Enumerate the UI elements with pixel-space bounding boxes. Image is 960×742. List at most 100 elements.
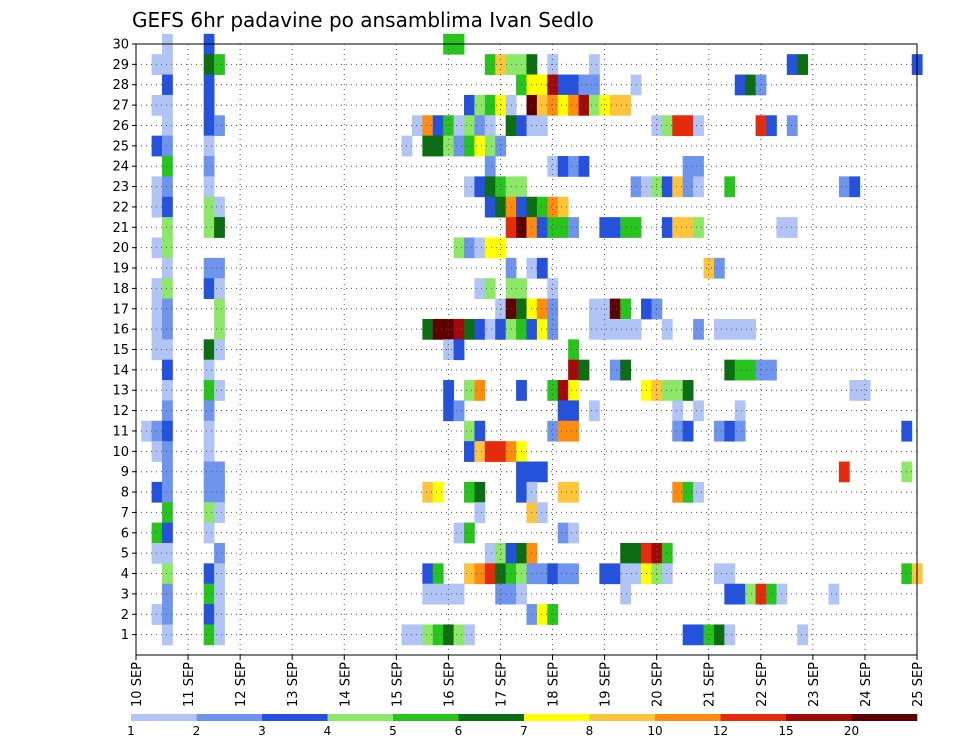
colorbar-swatch (720, 714, 787, 721)
x-tick-label: 21 SEP (703, 662, 718, 707)
heatmap-cell (203, 481, 215, 503)
heatmap-cell (849, 380, 861, 401)
heatmap-cell (162, 624, 173, 646)
heatmap-cell (536, 217, 548, 238)
heatmap-cell (474, 115, 486, 137)
heatmap-cell (214, 115, 225, 137)
heatmap-cell (682, 380, 694, 401)
heatmap-cell (661, 563, 673, 585)
y-tick-label: 16 (112, 323, 129, 338)
heatmap-cell (162, 359, 173, 381)
y-tick-label: 4 (121, 567, 129, 582)
heatmap-cell (484, 237, 496, 259)
heatmap-cell (214, 298, 225, 320)
y-tick-label: 6 (121, 526, 129, 541)
heatmap-cell (588, 298, 600, 320)
heatmap-cell (495, 298, 507, 320)
heatmap-cell (495, 176, 507, 198)
heatmap-cell (203, 420, 215, 442)
heatmap-cell (203, 156, 215, 177)
heatmap-cell (786, 217, 798, 238)
heatmap-cell (162, 400, 173, 422)
heatmap-cell (162, 583, 173, 605)
y-tick-label: 25 (112, 139, 129, 154)
heatmap-cell (672, 115, 684, 137)
heatmap-cell (443, 135, 454, 157)
chart-title: GEFS 6hr padavine po ansamblima Ivan Sed… (132, 8, 594, 32)
y-tick-label: 21 (112, 221, 129, 236)
heatmap-cell (536, 318, 548, 340)
heatmap-cell (411, 624, 423, 646)
heatmap-cell (495, 237, 507, 259)
colorbar-label: 12 (713, 724, 728, 738)
heatmap-cell (203, 502, 215, 524)
x-tick-label: 19 SEP (599, 662, 614, 707)
heatmap-cell (495, 135, 507, 157)
y-tick-label: 18 (112, 282, 129, 297)
heatmap-cell (151, 522, 163, 544)
heatmap-cell (661, 217, 673, 238)
heatmap-cell (151, 94, 163, 116)
colorbar-label: 5 (389, 724, 397, 738)
heatmap-cell (755, 115, 767, 137)
y-tick-label: 27 (112, 99, 129, 114)
colorbar-label: 8 (586, 724, 594, 738)
heatmap-cell (432, 318, 444, 340)
heatmap-cell (203, 176, 215, 198)
heatmap-cell (557, 74, 569, 96)
heatmap-cell (568, 420, 579, 442)
heatmap-cell (214, 542, 225, 564)
heatmap-cell (214, 54, 225, 75)
heatmap-cell (162, 522, 173, 544)
heatmap-cell (151, 135, 163, 157)
heatmap-cell (432, 115, 444, 137)
heatmap-cell (568, 400, 579, 422)
y-tick-label: 11 (112, 424, 129, 439)
heatmap-cell (203, 461, 215, 483)
heatmap-cell (672, 380, 684, 401)
heatmap-cell (422, 481, 434, 503)
heatmap-cell (609, 217, 621, 238)
y-tick-label: 22 (112, 200, 129, 215)
heatmap-cell (588, 318, 600, 340)
heatmap-cell (203, 196, 215, 218)
heatmap-cell (474, 278, 486, 299)
heatmap-cell (432, 135, 444, 157)
heatmap-cell (547, 420, 559, 442)
heatmap-cell (411, 115, 423, 137)
heatmap-cell (713, 318, 725, 340)
heatmap-cell (203, 135, 215, 157)
heatmap-cell (162, 237, 173, 259)
heatmap-cell (203, 441, 215, 462)
heatmap-cell (693, 156, 704, 177)
colorbar-label: 6 (455, 724, 463, 738)
heatmap-cell (464, 318, 475, 340)
heatmap-cell (151, 542, 163, 564)
y-tick-label: 7 (121, 506, 129, 521)
heatmap-cell (620, 298, 632, 320)
heatmap-cell (724, 583, 736, 605)
heatmap-cell (203, 624, 215, 646)
heatmap-cell (162, 604, 173, 625)
heatmap-cell (484, 278, 496, 299)
heatmap-cell (734, 359, 746, 381)
y-tick-label: 2 (121, 608, 129, 623)
heatmap-cell (453, 318, 465, 340)
heatmap-cell (713, 420, 725, 442)
heatmap-cell (203, 74, 215, 96)
heatmap-cell (568, 563, 579, 585)
heatmap-cell (672, 176, 684, 198)
heatmap-cell (203, 257, 215, 279)
heatmap-cell (214, 196, 225, 218)
heatmap-cell (734, 420, 746, 442)
heatmap-cell (203, 380, 215, 401)
heatmap-cell (203, 583, 215, 605)
heatmap-cell (682, 176, 694, 198)
heatmap-cell (443, 400, 454, 422)
heatmap-cell (713, 563, 725, 585)
heatmap-cell (162, 278, 173, 299)
heatmap-cell (151, 237, 163, 259)
heatmap-cell (464, 176, 475, 198)
heatmap-cell (693, 481, 704, 503)
y-tick-label: 14 (112, 363, 129, 378)
